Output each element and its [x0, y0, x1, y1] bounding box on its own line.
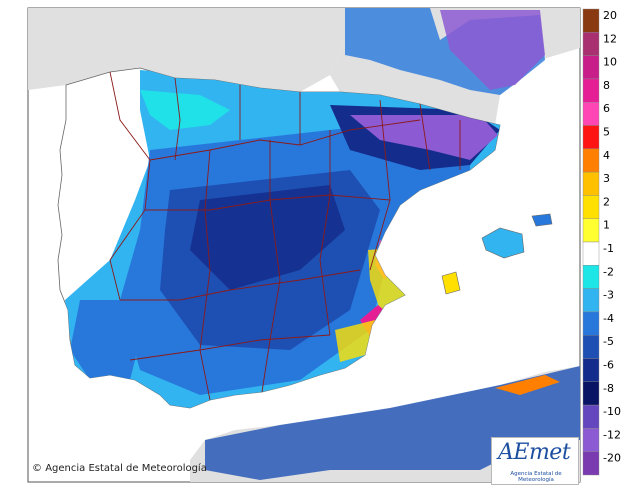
legend-label: 5: [603, 126, 610, 139]
legend-label: -20: [603, 452, 621, 465]
legend-swatch: [582, 428, 600, 452]
province-borders: [109, 71, 461, 401]
logo-word: AEmet: [498, 440, 571, 465]
france-land: [28, 8, 345, 92]
legend-swatch: [582, 404, 600, 429]
legend-label: -3: [603, 289, 614, 302]
legend-label: -1: [603, 242, 614, 255]
legend-swatch: [582, 218, 600, 243]
legend-swatch: [582, 78, 600, 103]
legend-label: -8: [603, 382, 614, 395]
color-legend: 20 12 10 8 6 5 4 3 2 1 -1 -2 -3 -4 -5 -6 -8 -10 -12 -20: [582, 8, 621, 476]
aemet-logo: AEmet Agencia Estatal de Meteorología: [491, 437, 579, 485]
legend-swatch: [582, 32, 600, 56]
legend-swatch: [582, 101, 600, 126]
legend-label: 1: [603, 219, 610, 232]
legend-label: -12: [603, 428, 621, 441]
copyright-label: Agencia Estatal de Meteorología: [45, 463, 207, 474]
legend-swatch: [582, 335, 600, 359]
africa-anomaly: [205, 366, 580, 480]
legend-swatch: [582, 148, 600, 173]
legend-label: -6: [603, 359, 614, 372]
legend-label: -5: [603, 335, 614, 348]
legend-swatch: [582, 195, 600, 219]
france-purple-anomaly: [440, 10, 545, 90]
copyright-text: © Agencia Estatal de Meteorología: [32, 463, 207, 474]
africa-warm-spot: [495, 375, 560, 395]
legend-swatch: [582, 451, 600, 476]
legend-swatch: [582, 171, 600, 196]
legend-swatch: [582, 311, 600, 336]
legend-swatch: [582, 125, 600, 149]
legend-swatch: [582, 241, 600, 266]
legend-swatch: [582, 288, 600, 313]
legend-label: 8: [603, 79, 610, 92]
legend-label: -4: [603, 312, 614, 325]
balearic-mallorca: [481, 227, 525, 259]
legend-swatch: [582, 8, 600, 33]
legend-label: 4: [603, 149, 610, 162]
legend-swatch: [582, 358, 600, 382]
legend-label: -2: [603, 265, 614, 278]
legend-label: -10: [603, 405, 621, 418]
legend-label: 6: [603, 102, 610, 115]
logo-subtitle: Agencia Estatal de Meteorología: [510, 471, 562, 483]
balearic-ibiza: [441, 271, 461, 295]
legend-swatch: [582, 265, 600, 289]
balearic-menorca: [531, 213, 553, 227]
legend-label: 12: [603, 32, 617, 45]
legend-label: 10: [603, 56, 617, 69]
legend-swatch: [582, 381, 600, 406]
legend-swatch: [582, 55, 600, 80]
legend-label: 20: [603, 9, 617, 22]
legend-label: 2: [603, 195, 610, 208]
legend-label: 3: [603, 172, 610, 185]
